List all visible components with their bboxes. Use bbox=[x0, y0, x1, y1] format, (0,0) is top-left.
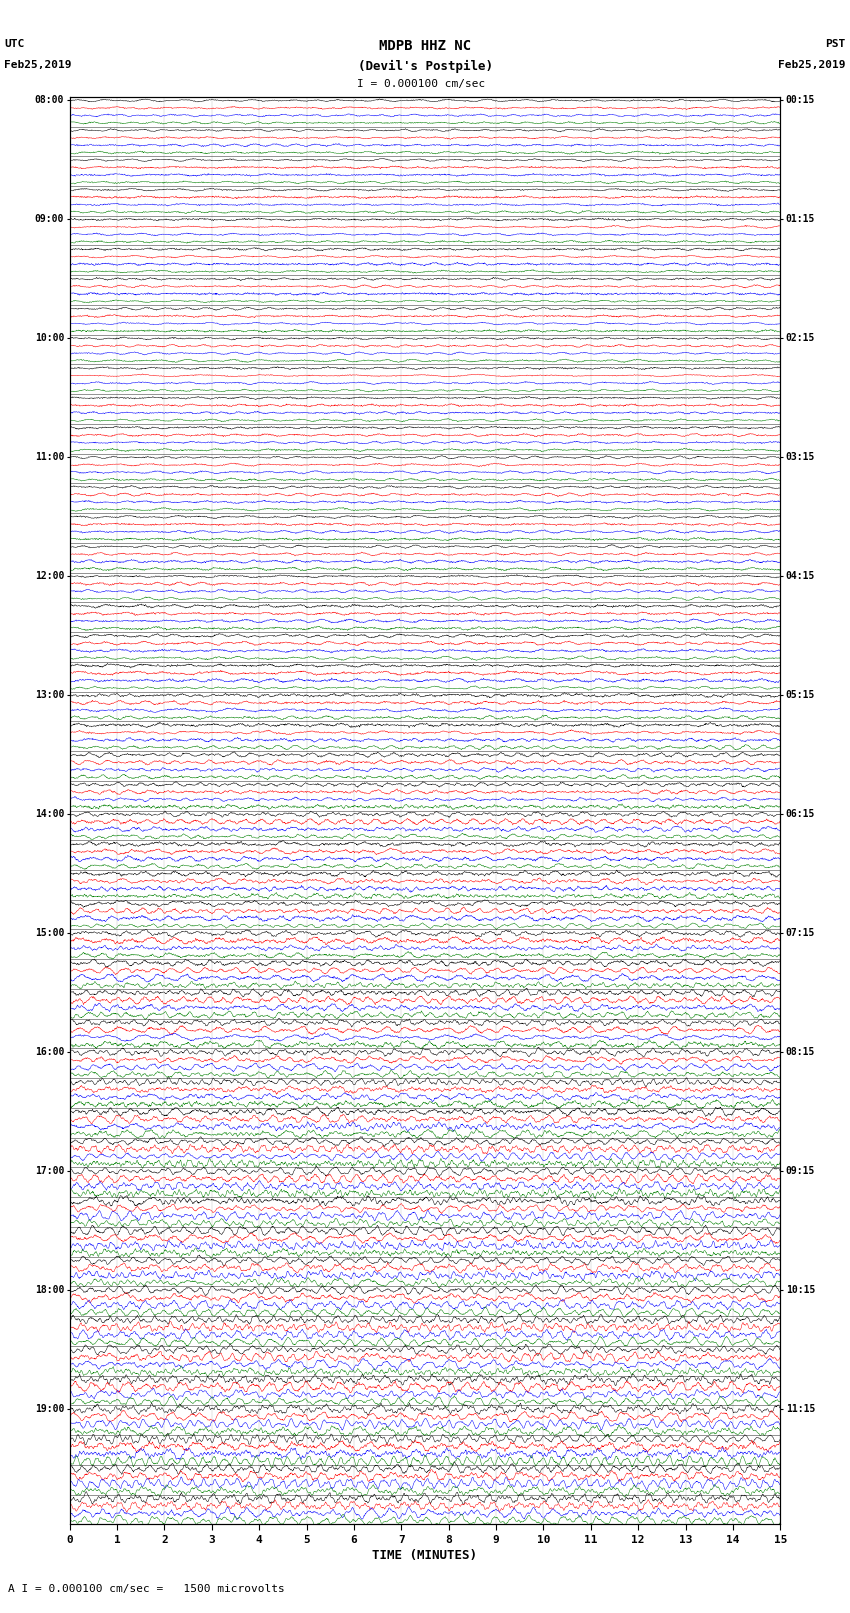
Text: A I = 0.000100 cm/sec =   1500 microvolts: A I = 0.000100 cm/sec = 1500 microvolts bbox=[8, 1584, 286, 1594]
Text: UTC: UTC bbox=[4, 39, 25, 48]
Text: Feb25,2019: Feb25,2019 bbox=[4, 60, 71, 69]
Text: Feb25,2019: Feb25,2019 bbox=[779, 60, 846, 69]
X-axis label: TIME (MINUTES): TIME (MINUTES) bbox=[372, 1548, 478, 1561]
Text: (Devil's Postpile): (Devil's Postpile) bbox=[358, 60, 492, 73]
Text: I = 0.000100 cm/sec: I = 0.000100 cm/sec bbox=[358, 79, 485, 89]
Text: PST: PST bbox=[825, 39, 846, 48]
Text: MDPB HHZ NC: MDPB HHZ NC bbox=[379, 39, 471, 53]
